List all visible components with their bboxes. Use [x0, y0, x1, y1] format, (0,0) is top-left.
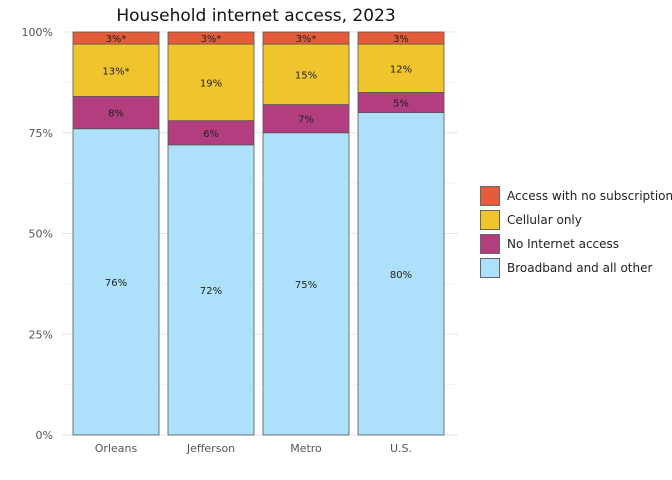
bar-segment-metro-2	[262, 43, 350, 105]
bar-segment-metro-1	[262, 104, 350, 134]
legend-swatch	[480, 234, 500, 254]
y-tick-label: 0%	[36, 429, 53, 442]
legend-item: Broadband and all other	[480, 256, 672, 280]
legend: Access with no subscription Cellular only…	[480, 184, 672, 280]
data-label: 12%	[390, 64, 412, 75]
x-tick-label: U.S.	[390, 442, 412, 455]
x-tick-label: Jefferson	[186, 442, 235, 455]
data-label: 13%*	[102, 66, 129, 77]
bar-segment-us-3	[357, 31, 445, 45]
x-axis: Orleans Jefferson Metro U.S.	[95, 442, 412, 455]
data-label: 8%	[108, 109, 124, 120]
y-tick-label: 100%	[22, 26, 53, 39]
bar-segment-jefferson-1	[167, 120, 255, 146]
legend-item: Cellular only	[480, 208, 672, 232]
chart-title: Household internet access, 2023	[116, 6, 396, 26]
legend-label: Access with no subscription	[507, 189, 672, 203]
legend-label: Cellular only	[507, 213, 582, 227]
data-label: 3%*	[296, 34, 317, 45]
data-label: 76%	[105, 278, 127, 289]
data-label: 15%	[295, 70, 317, 81]
x-tick-label: Metro	[290, 442, 322, 455]
data-label: 6%	[203, 129, 219, 140]
x-tick-label: Orleans	[95, 442, 138, 455]
legend-label: Broadband and all other	[507, 261, 653, 275]
legend-item: Access with no subscription	[480, 184, 672, 208]
data-label: 5%	[393, 99, 409, 110]
bar-segment-jefferson-2	[167, 43, 255, 122]
legend-item: No Internet access	[480, 232, 672, 256]
bar-segment-metro-0	[262, 132, 350, 436]
legend-label: No Internet access	[507, 237, 620, 251]
bar-segment-metro-3	[262, 31, 350, 45]
data-labels: 76% 8% 13%* 3%* 72% 6% 19% 3%* 75% 7% 15% 3%* 80% 5% 1…	[102, 34, 412, 297]
data-label: 19%	[200, 78, 222, 89]
data-label: 3%*	[106, 34, 127, 45]
bar-segment-us-2	[357, 43, 445, 93]
bar-segment-orleans-2	[72, 43, 160, 97]
data-label: 80%	[390, 270, 412, 281]
legend-swatch	[480, 210, 500, 230]
y-tick-label: 50%	[29, 228, 53, 241]
bar-segment-jefferson-3	[167, 31, 255, 45]
bar-segment-orleans-1	[72, 96, 160, 130]
bar-segment-orleans-3	[72, 31, 160, 45]
data-label: 3%	[393, 34, 409, 45]
bar-segment-orleans-0	[72, 128, 160, 436]
bar-segment-us-0	[357, 112, 445, 436]
y-axis: 0% 25% 50% 75% 100%	[22, 26, 53, 442]
data-label: 75%	[295, 280, 317, 291]
data-label: 72%	[200, 286, 222, 297]
data-label: 7%	[298, 115, 314, 126]
bar-stacks	[72, 31, 445, 436]
legend-swatch	[480, 258, 500, 278]
y-tick-label: 25%	[29, 328, 53, 341]
data-label: 3%*	[201, 34, 222, 45]
y-tick-label: 75%	[29, 127, 53, 140]
legend-swatch	[480, 186, 500, 206]
